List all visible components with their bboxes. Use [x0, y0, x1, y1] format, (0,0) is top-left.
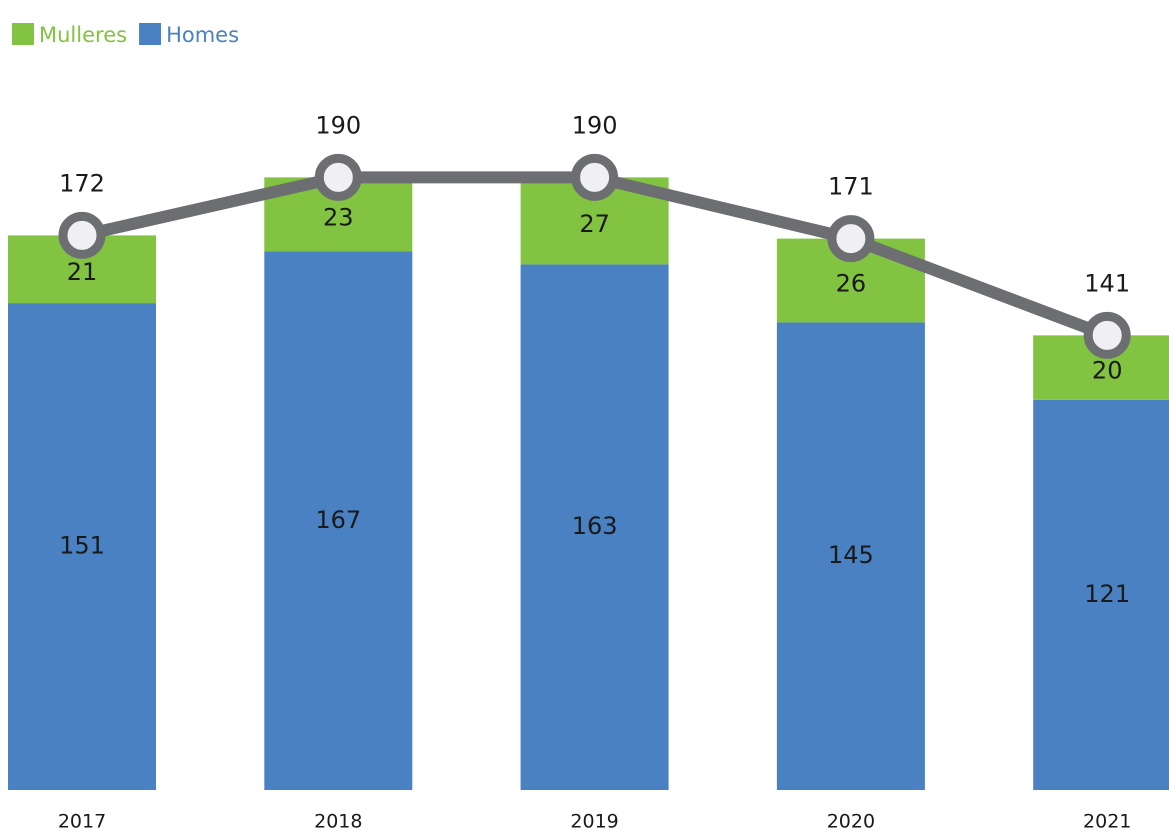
total-marker — [1083, 311, 1131, 359]
total-label: 171 — [828, 173, 874, 201]
data-label: 163 — [572, 512, 618, 540]
data-label: 26 — [836, 270, 867, 298]
x-tick-label: 2019 — [570, 811, 618, 833]
legend-swatch — [12, 23, 34, 45]
total-label: 190 — [315, 111, 361, 139]
data-label: 121 — [1084, 580, 1130, 608]
total-label: 141 — [1084, 269, 1130, 297]
total-marker — [314, 153, 362, 201]
total-marker — [58, 211, 106, 259]
x-tick-label: 2017 — [58, 811, 106, 833]
total-label: 190 — [572, 111, 618, 139]
legend-swatch — [139, 23, 162, 45]
total-label: 172 — [59, 169, 105, 197]
data-label: 21 — [67, 258, 98, 286]
bar-segment — [1033, 399, 1169, 790]
total-marker — [571, 153, 619, 201]
data-label: 167 — [315, 506, 361, 534]
bar-segment — [776, 322, 925, 790]
x-tick-label: 2021 — [1083, 811, 1131, 833]
data-label: 151 — [59, 532, 105, 560]
legend-label: Homes — [166, 23, 239, 47]
data-label: 23 — [323, 203, 354, 231]
bar-segment — [8, 303, 156, 790]
legend-label: Mulleres — [39, 23, 127, 47]
x-tick-label: 2020 — [827, 811, 875, 833]
data-label: 27 — [579, 210, 610, 238]
data-label: 145 — [828, 541, 874, 569]
bar-segment — [520, 264, 669, 790]
bar-segment — [264, 251, 413, 791]
total-marker — [827, 215, 875, 263]
data-label: 20 — [1092, 357, 1123, 385]
x-tick-label: 2018 — [314, 811, 362, 833]
